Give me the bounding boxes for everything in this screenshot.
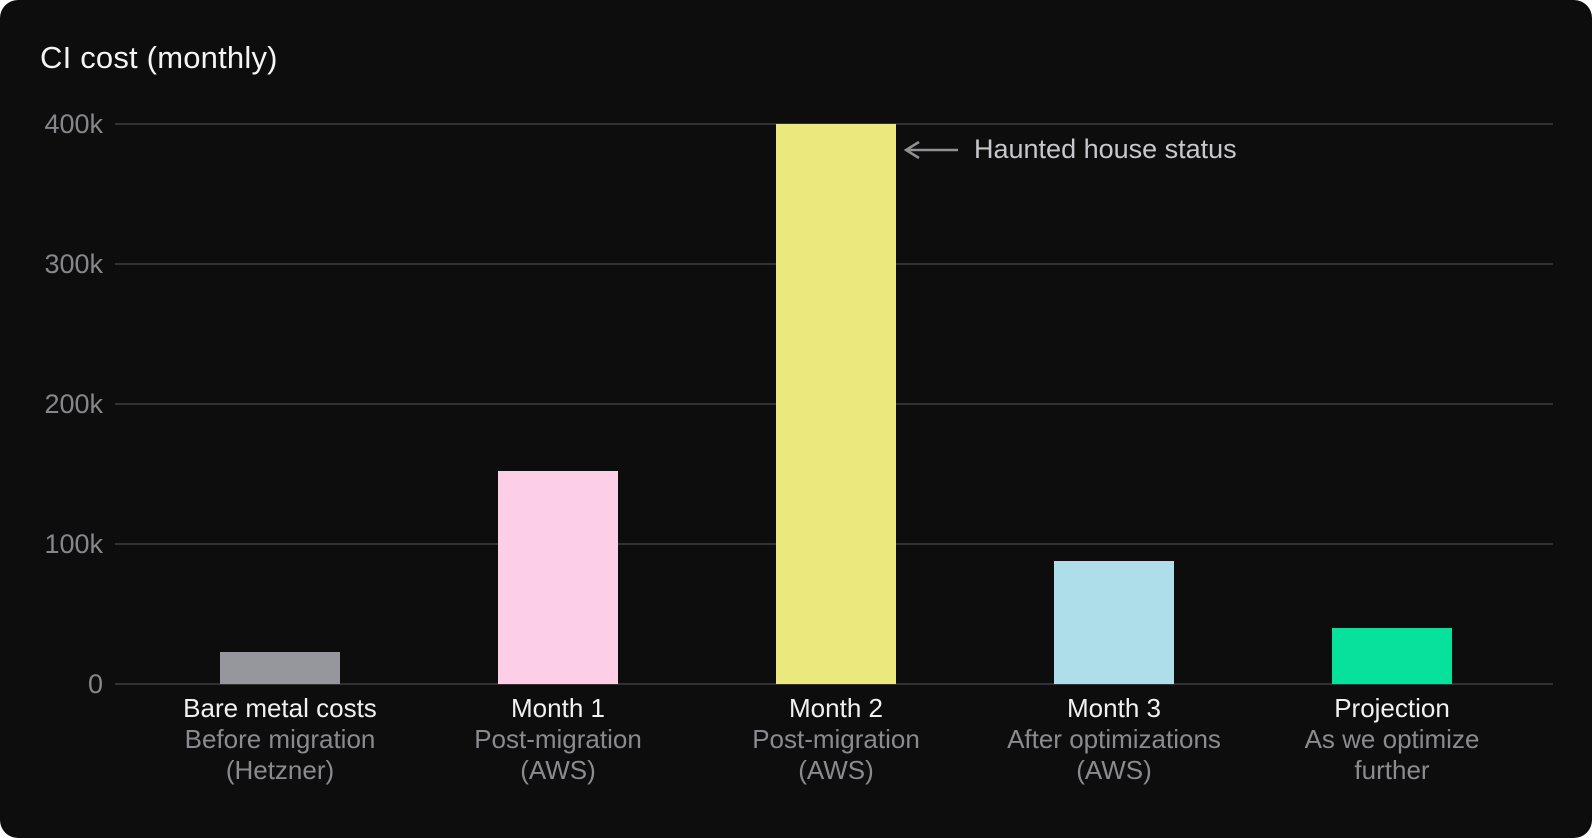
x-label-projection: Projection As we optimize further [1252,693,1532,786]
y-tick-label-100k: 100k [44,529,103,559]
x-label-secondary: Post-migration (AWS) [752,724,920,785]
left-arrow-icon [903,140,958,159]
x-label-month-1: Month 1 Post-migration (AWS) [418,693,698,786]
x-label-primary: Month 2 [789,693,883,723]
bar-month-2 [776,124,896,684]
x-label-month-2: Month 2 Post-migration (AWS) [696,693,976,786]
bar-month-1 [498,471,618,684]
x-label-secondary: After optimizations (AWS) [1007,724,1221,785]
annotation-text: Haunted house status [974,134,1237,164]
y-tick-label-0: 0 [87,669,103,699]
x-label-secondary: Post-migration (AWS) [474,724,642,785]
x-label-month-3: Month 3 After optimizations (AWS) [974,693,1254,786]
bar-month-3 [1054,560,1174,684]
chart-title: CI cost (monthly) [40,40,278,75]
y-tick-label-200k: 200k [44,389,103,419]
x-label-primary: Month 3 [1067,693,1161,723]
x-label-primary: Bare metal costs [183,693,377,723]
bar-bare-metal-costs [220,651,340,684]
x-label-secondary: As we optimize further [1304,724,1480,785]
x-label-bare-metal-costs: Bare metal costs Before migration (Hetzner… [140,693,420,786]
x-label-secondary: Before migration (Hetzner) [184,724,376,785]
gridline-0 [115,683,1553,685]
y-tick-label-400k: 400k [44,109,103,139]
x-label-primary: Projection [1334,693,1450,723]
x-label-primary: Month 1 [511,693,605,723]
y-tick-label-300k: 300k [44,249,103,279]
annotation: Haunted house status [898,134,1237,165]
bar-projection [1332,628,1452,684]
